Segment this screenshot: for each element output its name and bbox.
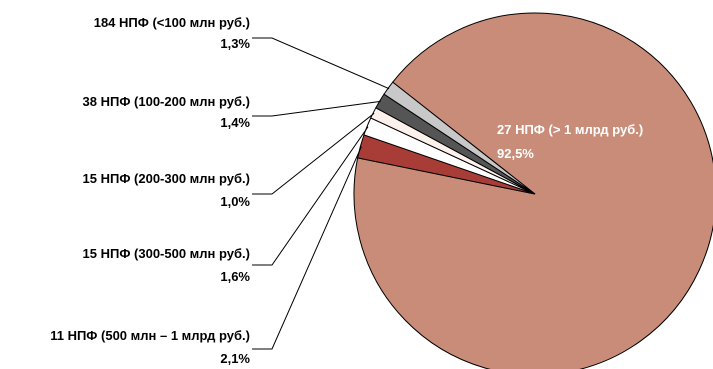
leader-lines [252, 37, 390, 350]
pie-slice-main [353, 12, 713, 369]
slice-label-300-500: 15 НПФ (300-500 млн руб.) [83, 246, 250, 261]
slice-label-200-300: 15 НПФ (200-300 млн руб.) [83, 171, 250, 186]
slice-label-lt100: 184 НПФ (<100 млн руб.) [94, 15, 250, 30]
slice-labels: 27 НПФ (> 1 млрд руб.) 92,5% 184 НПФ (<1… [50, 15, 643, 366]
slice-value-lt100: 1,3% [220, 36, 250, 51]
slice-value-300-500: 1,6% [220, 269, 250, 284]
leader-line-500-1000 [252, 146, 362, 350]
leader-line-300-500 [252, 126, 369, 266]
leader-line-lt100 [252, 37, 390, 90]
slice-label-main: 27 НПФ (> 1 млрд руб.) [497, 122, 643, 137]
slice-value-500-1000: 2,1% [220, 351, 250, 366]
slice-value-main: 92,5% [497, 146, 534, 161]
leader-line-200-300 [252, 112, 375, 195]
slice-label-500-1000: 11 НПФ (500 млн – 1 млрд руб.) [50, 328, 250, 343]
leader-line-100-200 [252, 100, 381, 117]
slice-label-100-200: 38 НПФ (100-200 млн руб.) [83, 94, 250, 109]
slice-value-200-300: 1,0% [220, 194, 250, 209]
pie-slices [353, 12, 713, 369]
slice-value-100-200: 1,4% [220, 115, 250, 130]
